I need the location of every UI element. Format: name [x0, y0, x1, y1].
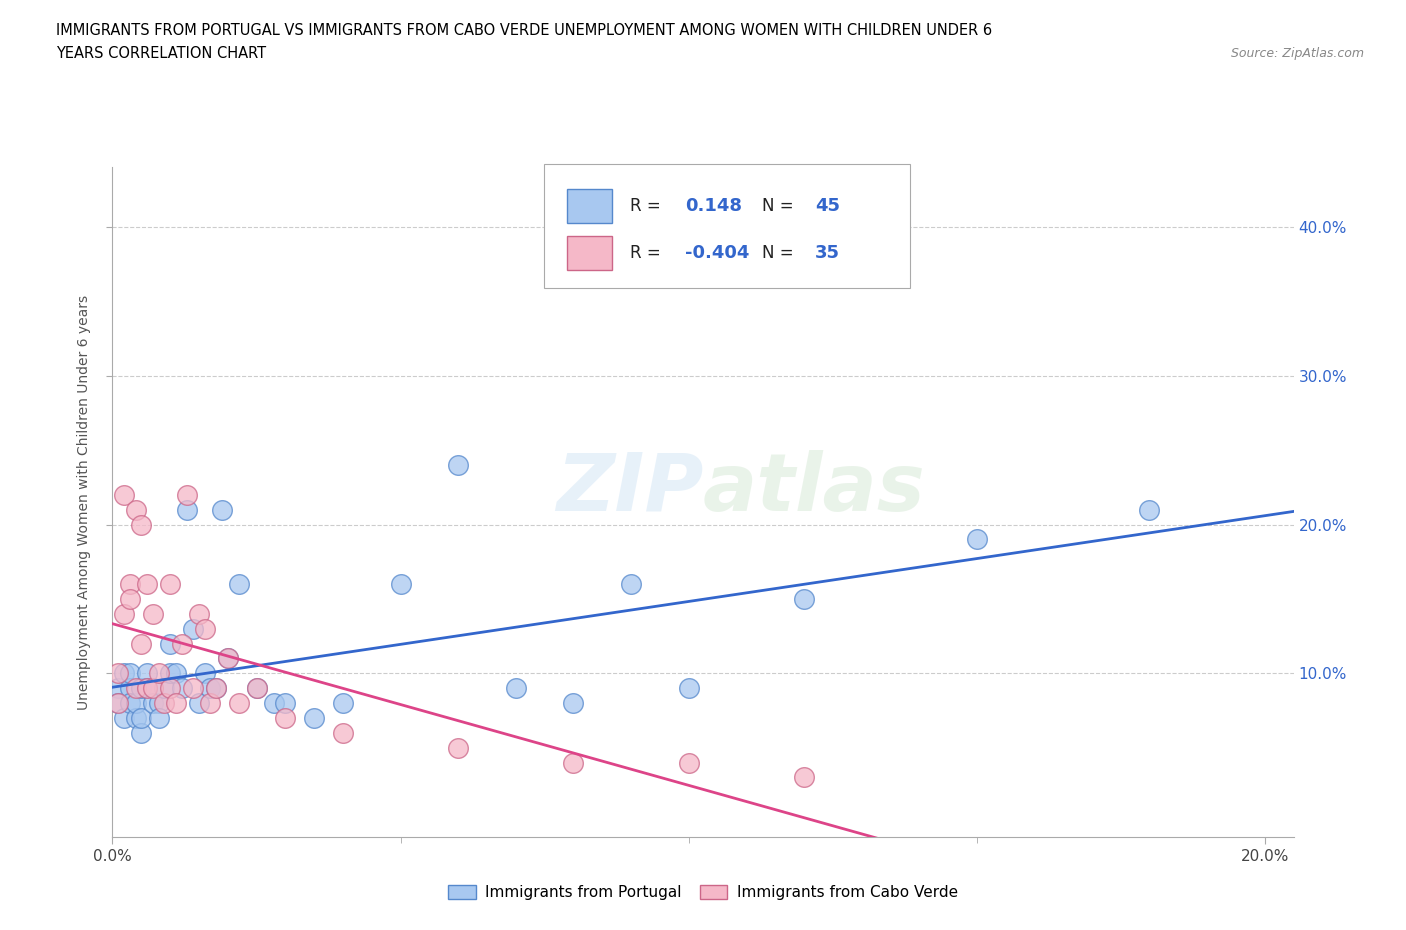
Point: [124, 681, 146, 696]
Text: N =: N =: [762, 244, 793, 262]
FancyBboxPatch shape: [567, 236, 612, 270]
Text: IMMIGRANTS FROM PORTUGAL VS IMMIGRANTS FROM CABO VERDE UNEMPLOYMENT AMONG WOMEN : IMMIGRANTS FROM PORTUGAL VS IMMIGRANTS F…: [56, 23, 993, 38]
Point: [274, 696, 297, 711]
Text: 35: 35: [815, 244, 841, 262]
Point: [447, 458, 470, 472]
Point: [136, 681, 159, 696]
Point: [129, 711, 152, 725]
Text: 45: 45: [815, 197, 841, 215]
FancyBboxPatch shape: [567, 190, 612, 223]
Point: [793, 591, 815, 606]
Point: [148, 666, 170, 681]
Point: [562, 755, 585, 770]
Point: [200, 681, 222, 696]
Text: N =: N =: [762, 197, 793, 215]
Point: [159, 577, 181, 591]
Point: [274, 711, 297, 725]
Point: [165, 696, 187, 711]
Point: [159, 681, 181, 696]
Point: [194, 621, 217, 636]
Point: [205, 681, 228, 696]
Legend: Immigrants from Portugal, Immigrants from Cabo Verde: Immigrants from Portugal, Immigrants fro…: [443, 879, 963, 907]
Point: [153, 696, 176, 711]
Text: 0.148: 0.148: [685, 197, 742, 215]
Text: R =: R =: [630, 244, 661, 262]
Point: [124, 711, 146, 725]
Point: [112, 487, 135, 502]
Point: [112, 666, 135, 681]
Point: [217, 651, 239, 666]
Point: [118, 696, 141, 711]
Point: [107, 666, 129, 681]
Point: [170, 681, 193, 696]
Point: [447, 740, 470, 755]
Point: [562, 696, 585, 711]
Point: [153, 681, 176, 696]
Point: [148, 696, 170, 711]
Point: [124, 502, 146, 517]
Point: [124, 696, 146, 711]
Point: [129, 725, 152, 740]
Point: [245, 681, 267, 696]
Text: Source: ZipAtlas.com: Source: ZipAtlas.com: [1230, 46, 1364, 60]
Point: [389, 577, 412, 591]
Point: [217, 651, 239, 666]
Point: [107, 696, 129, 711]
Point: [181, 621, 204, 636]
Point: [200, 696, 222, 711]
Point: [181, 681, 204, 696]
Point: [142, 681, 165, 696]
Point: [136, 577, 159, 591]
Text: atlas: atlas: [703, 450, 925, 528]
Point: [112, 606, 135, 621]
Point: [620, 577, 643, 591]
Point: [228, 696, 250, 711]
Point: [793, 770, 815, 785]
Point: [129, 517, 152, 532]
Text: ZIP: ZIP: [555, 450, 703, 528]
Point: [332, 725, 354, 740]
Point: [107, 681, 129, 696]
Point: [205, 681, 228, 696]
Point: [263, 696, 285, 711]
Point: [302, 711, 325, 725]
Point: [170, 636, 193, 651]
Point: [159, 666, 181, 681]
Point: [966, 532, 988, 547]
Point: [129, 681, 152, 696]
Point: [176, 487, 198, 502]
Point: [678, 755, 700, 770]
Point: [136, 666, 159, 681]
Point: [159, 636, 181, 651]
Point: [211, 502, 233, 517]
Point: [194, 666, 217, 681]
Point: [142, 606, 165, 621]
Point: [245, 681, 267, 696]
Point: [1139, 502, 1161, 517]
Text: R =: R =: [630, 197, 661, 215]
Point: [505, 681, 527, 696]
Point: [129, 636, 152, 651]
Point: [107, 696, 129, 711]
Point: [678, 681, 700, 696]
Point: [148, 711, 170, 725]
FancyBboxPatch shape: [544, 164, 910, 288]
Point: [118, 577, 141, 591]
Point: [165, 666, 187, 681]
Text: -0.404: -0.404: [685, 244, 749, 262]
Point: [228, 577, 250, 591]
Y-axis label: Unemployment Among Women with Children Under 6 years: Unemployment Among Women with Children U…: [77, 295, 91, 710]
Point: [187, 696, 209, 711]
Text: YEARS CORRELATION CHART: YEARS CORRELATION CHART: [56, 46, 266, 61]
Point: [332, 696, 354, 711]
Point: [136, 681, 159, 696]
Point: [118, 666, 141, 681]
Point: [176, 502, 198, 517]
Point: [112, 711, 135, 725]
Point: [142, 696, 165, 711]
Point: [118, 591, 141, 606]
Point: [118, 681, 141, 696]
Point: [187, 606, 209, 621]
